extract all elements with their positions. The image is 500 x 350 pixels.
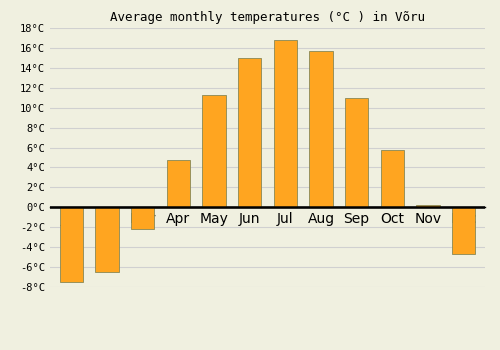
Bar [310, 51, 332, 207]
Bar [274, 40, 297, 207]
Bar [131, 207, 154, 229]
Bar [345, 98, 368, 207]
Bar [238, 58, 262, 207]
Title: Average monthly temperatures (°C ) in Võru: Average monthly temperatures (°C ) in Võ… [110, 11, 425, 24]
Bar [380, 149, 404, 207]
Bar [167, 161, 190, 207]
Bar [452, 207, 475, 254]
Bar [416, 205, 440, 207]
Bar [60, 207, 83, 282]
Bar [96, 207, 118, 272]
Bar [202, 95, 226, 207]
